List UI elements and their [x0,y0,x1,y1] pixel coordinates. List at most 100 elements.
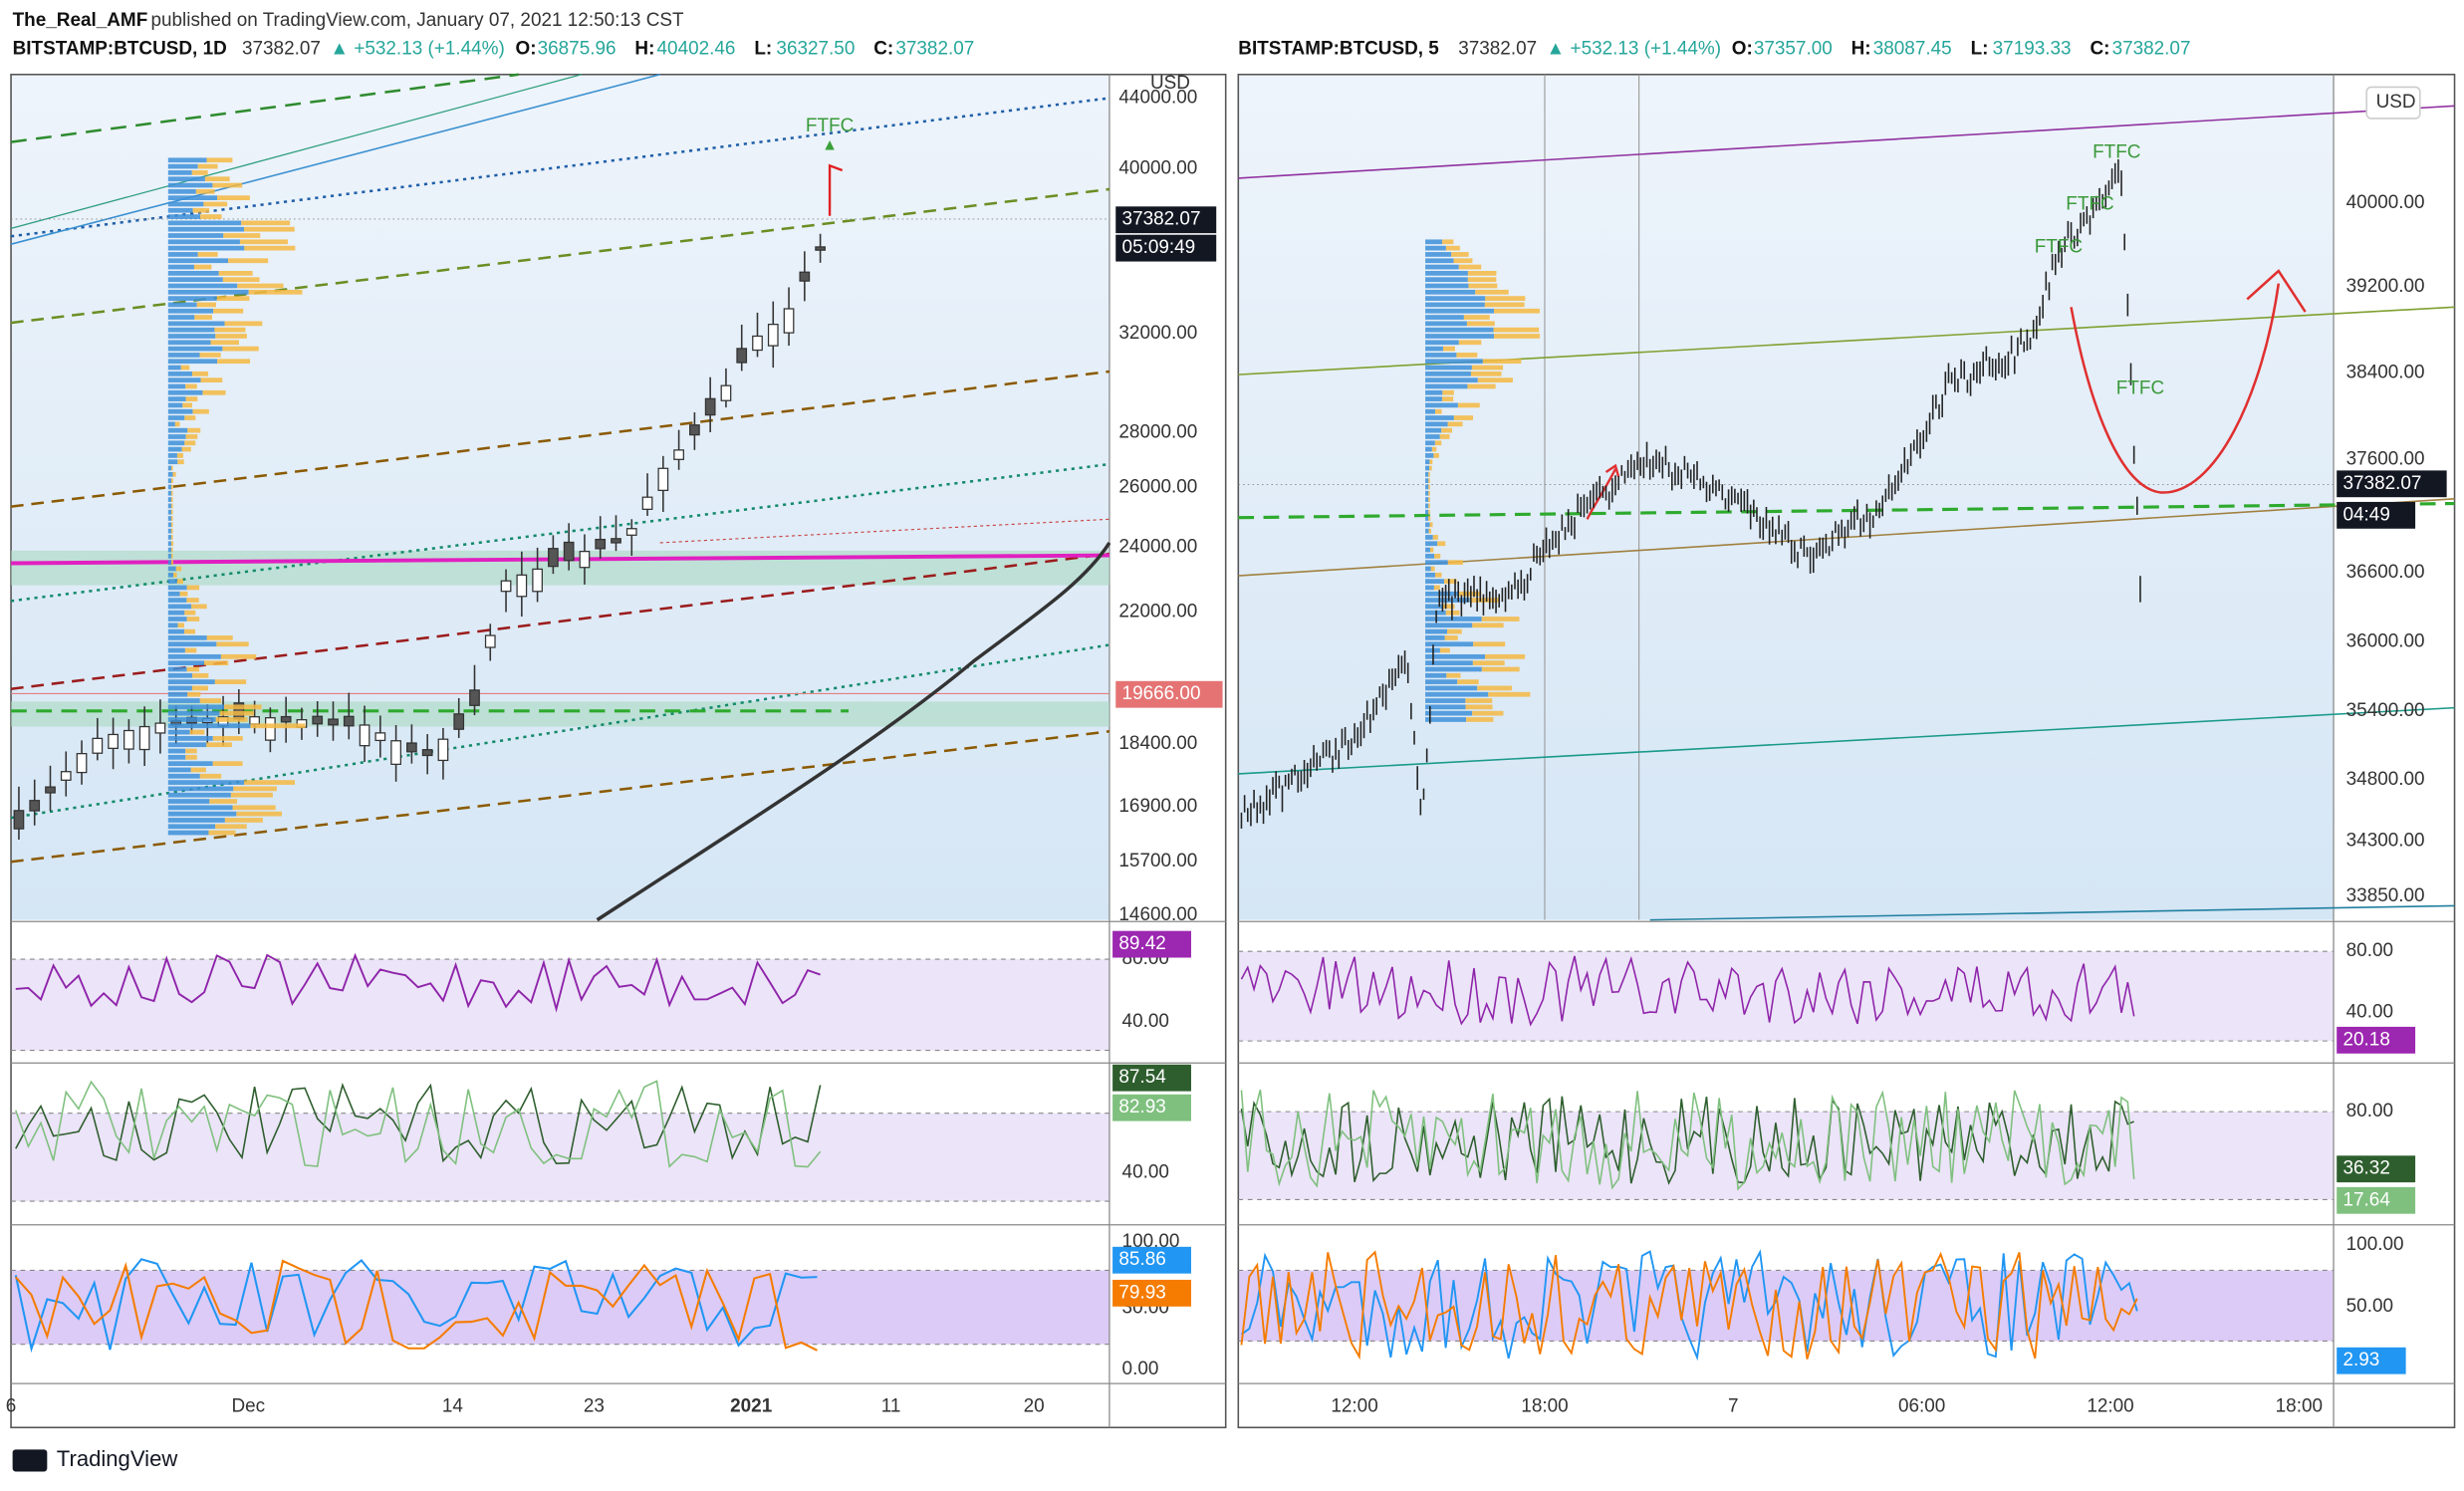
candle [437,738,449,762]
indicator-line [1240,1089,2135,1191]
shape-rect [11,1113,1109,1202]
profile-bar [244,245,296,251]
price-tag-text: 20.18 [2343,1029,2390,1050]
profile-bar [167,617,187,621]
profile-bar [167,182,213,188]
profile-bar [1425,440,1435,446]
axis-label: 40.00 [1122,1162,1169,1183]
profile-bar [200,214,222,219]
profile-bar [167,490,171,496]
price-axis-label: 34300.00 [2346,831,2425,852]
profile-bar [1425,622,1473,628]
symbol: BITSTAMP:BTCUSD, 1D [13,39,227,60]
profile-bar [170,528,173,534]
time-axis-label: 2021 [730,1396,772,1417]
profile-bar [1425,471,1429,477]
profile-bar [250,723,306,729]
ohlc-label: L: [754,39,772,60]
profile-bar [1425,465,1430,471]
shape-rect [1238,951,2335,1042]
indicator-line [1240,1250,2138,1361]
candle [60,771,72,781]
profile-bar [167,408,193,414]
profile-bar [239,239,289,245]
time-axis-label: 20 [1024,1396,1045,1417]
profile-bar [167,415,185,420]
profile-bar [218,271,253,276]
profile-bar [1425,264,1459,270]
profile-bar [1425,628,1448,634]
profile-bar [1485,653,1526,659]
profile-bar [189,729,205,735]
profile-bar [210,340,239,346]
profile-bar [197,252,218,257]
shape-path [828,163,844,216]
profile-bar [232,805,276,811]
axis-label: 100.00 [2346,1234,2404,1255]
profile-bar [176,453,184,458]
profile-bar [233,786,277,792]
candle [390,740,401,765]
profile-bar [1425,459,1430,465]
profile-bar [1425,446,1432,452]
profile-bar [186,617,200,621]
candle [720,384,732,401]
profile-bar [1428,528,1431,534]
profile-bar [167,653,221,659]
profile-bar [167,258,229,264]
profile-bar [172,471,176,477]
profile-bar [224,321,263,327]
profile-bar [1443,579,1457,584]
price-axis-label: 35400.00 [2346,700,2425,721]
profile-bar [1425,528,1429,534]
profile-bar [176,579,183,584]
shape-g: The_Real_AMF published on TradingView.com… [6,10,2447,1471]
profile-bar [1428,478,1430,484]
profile-bar [1432,535,1438,540]
profile-bar [170,465,173,471]
ohlc-label: O: [516,39,537,60]
profile-bar [167,723,251,729]
shape-g [10,73,2456,1429]
profile-bar [170,547,173,553]
profile-bar [167,799,210,804]
price-axis-label: 37600.00 [2346,448,2425,469]
shape-line [10,370,1110,508]
profile-bar [167,666,187,672]
profile-bar [224,818,263,823]
profile-bar [215,824,247,830]
profile-bar [184,415,196,420]
profile-bar [187,691,201,697]
profile-bar [167,252,198,257]
profile-bar [199,698,222,703]
profile-bar [216,296,250,301]
profile-bar [167,622,178,628]
candle [704,397,716,416]
profile-bar [1425,653,1486,659]
profile-bar [167,754,186,760]
annotation: FTFC [2035,236,2083,257]
candle [76,753,88,774]
last-price: 37382.07 [242,39,321,60]
price-axis-label: 18400.00 [1118,733,1197,754]
shape-rect [11,1270,1109,1345]
profile-bar [1442,389,1454,395]
profile-bar [1425,679,1458,684]
profile-bar [170,554,173,559]
price-tag [1112,1094,1191,1121]
profile-bar [228,258,269,264]
price-axis-label: 36000.00 [2346,630,2425,651]
profile-bar [1451,252,1469,257]
profile-bar [1467,277,1497,283]
profile-bar [1425,252,1452,257]
profile-bar [215,334,247,339]
candle [45,786,56,794]
profile-bar [167,434,186,439]
candle [673,449,684,460]
profile-bar [217,359,251,365]
profile-bar [1425,283,1469,289]
profile-bar [170,541,174,547]
profile-bar [184,610,196,616]
shape-rect [12,1449,48,1472]
annotation: FTFC [2066,194,2113,215]
